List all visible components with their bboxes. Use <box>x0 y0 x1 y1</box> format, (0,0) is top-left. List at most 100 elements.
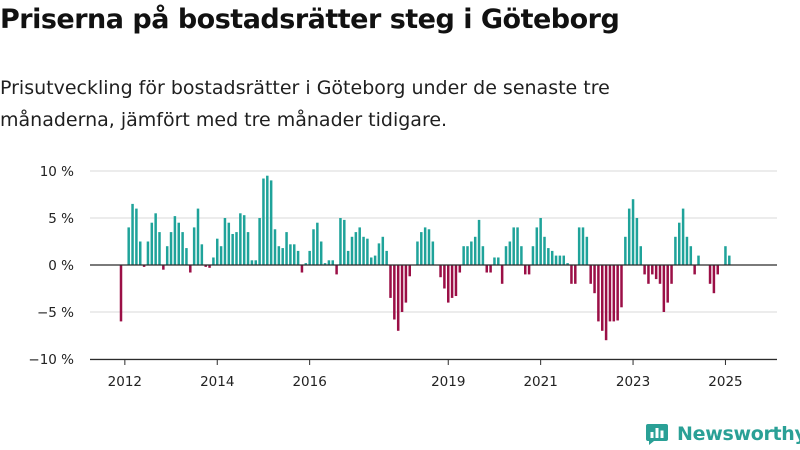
bar <box>508 241 512 265</box>
bar <box>427 229 431 265</box>
bar <box>381 236 385 265</box>
bar <box>216 238 219 265</box>
bar <box>192 227 196 265</box>
bar <box>223 218 227 265</box>
bar <box>423 227 427 265</box>
brand: Newsworthy <box>645 419 800 449</box>
bar <box>581 227 585 265</box>
bar <box>343 219 346 265</box>
bar <box>654 265 658 280</box>
bar <box>524 265 527 275</box>
bar <box>627 208 631 265</box>
bar <box>385 250 388 265</box>
bar <box>396 265 400 331</box>
bar <box>200 244 204 265</box>
bar <box>258 218 261 265</box>
bar <box>620 265 623 308</box>
bar <box>577 227 581 265</box>
bar <box>339 218 342 265</box>
bar <box>497 257 500 265</box>
bar <box>593 265 596 294</box>
bar <box>285 232 288 265</box>
bar <box>281 248 284 265</box>
bar <box>608 265 612 322</box>
bar <box>308 250 311 265</box>
bar <box>296 250 300 265</box>
bar <box>254 260 257 265</box>
bar <box>489 265 492 273</box>
bar <box>454 265 458 297</box>
bar <box>666 265 669 303</box>
y-axis-labels: 10 % 5 % 0 % −5 % −10 % <box>28 164 74 368</box>
bar <box>639 246 642 265</box>
bar <box>162 265 165 270</box>
bar <box>139 241 142 265</box>
bar <box>177 222 180 265</box>
x-tick-label: 2023 <box>616 374 650 390</box>
bar <box>173 216 177 265</box>
bar <box>547 248 550 265</box>
bar <box>470 241 473 265</box>
bar <box>678 222 681 265</box>
bar <box>404 265 408 303</box>
bar <box>181 232 184 265</box>
bar <box>185 248 188 265</box>
bar <box>266 175 269 265</box>
x-tick-label: 2016 <box>292 374 326 390</box>
bar <box>312 229 315 265</box>
bar <box>601 265 604 331</box>
bar <box>500 265 504 284</box>
bar <box>685 236 689 265</box>
bar <box>227 222 231 265</box>
bar <box>624 236 627 265</box>
bar <box>377 243 381 265</box>
bar <box>146 241 150 265</box>
bar <box>716 265 719 275</box>
bar <box>273 229 277 265</box>
bar <box>246 232 250 265</box>
bar <box>408 265 411 277</box>
bar <box>131 203 134 265</box>
bar <box>231 233 234 265</box>
bar <box>350 236 354 265</box>
bar <box>450 265 454 298</box>
bar <box>150 222 154 265</box>
bar <box>277 246 281 265</box>
bar <box>562 255 565 265</box>
bar <box>289 244 292 265</box>
bar <box>566 263 569 265</box>
annotations: 1 % <box>734 0 763 4</box>
bar <box>235 232 238 265</box>
x-axis: 2012 2014 2016 2019 2021 2023 2025 <box>90 358 777 390</box>
bar <box>300 265 304 273</box>
bar <box>420 232 423 265</box>
bar <box>158 232 161 265</box>
bar <box>651 265 654 275</box>
bar <box>539 218 542 265</box>
bar <box>708 265 712 284</box>
bar <box>697 255 700 265</box>
bar <box>616 265 619 321</box>
bar <box>358 227 361 265</box>
bar <box>589 265 592 284</box>
bar <box>612 265 616 322</box>
bar <box>135 208 138 265</box>
bar <box>400 265 404 312</box>
y-tick-label: −5 % <box>37 305 74 321</box>
bar <box>527 265 531 275</box>
bar <box>219 246 223 265</box>
bar <box>335 265 338 275</box>
bar <box>493 257 496 265</box>
bar <box>462 246 465 265</box>
bar <box>393 265 396 320</box>
bar <box>262 178 265 265</box>
bar <box>466 246 469 265</box>
bar <box>208 265 211 268</box>
bar <box>447 265 450 303</box>
bar <box>520 246 523 265</box>
bar <box>119 265 123 322</box>
bar <box>370 257 373 265</box>
bar <box>554 255 558 265</box>
bar <box>327 260 331 265</box>
y-tick-label: 10 % <box>40 164 74 180</box>
